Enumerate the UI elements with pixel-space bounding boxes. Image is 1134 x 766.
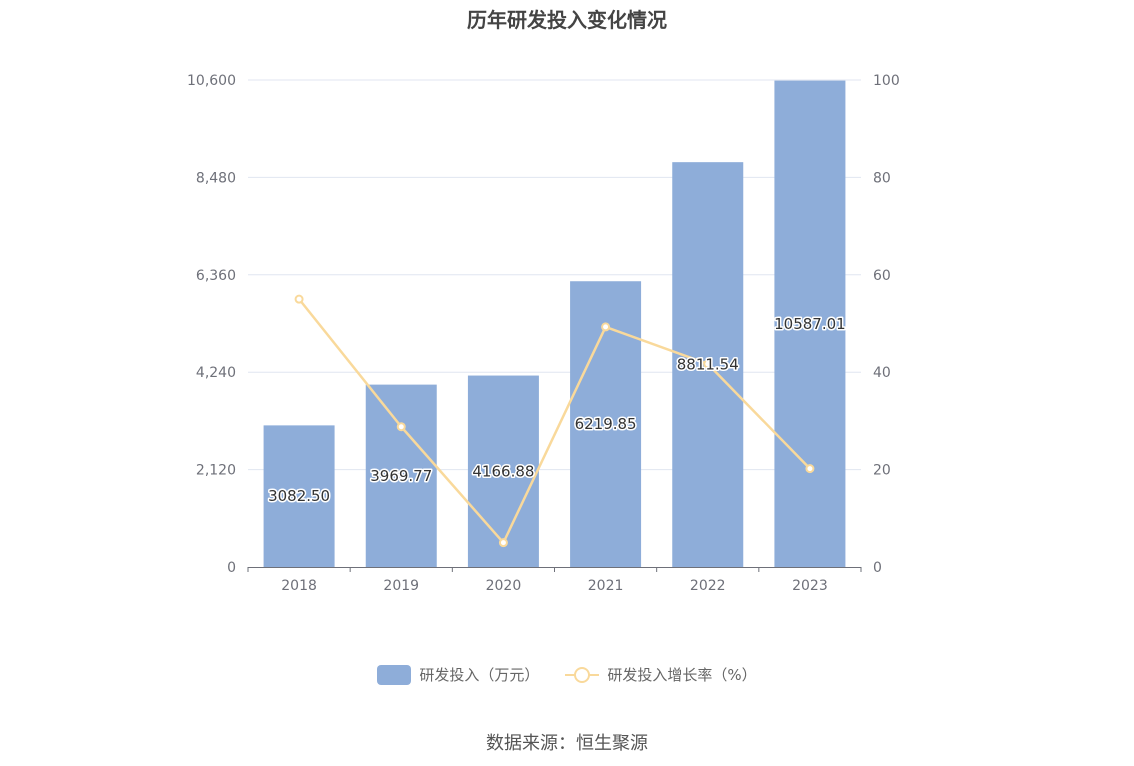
y-right-tick-label: 20	[873, 463, 891, 479]
line-point	[805, 464, 815, 474]
y-right-tick-label: 80	[873, 170, 891, 186]
bar-value-label: 8811.54	[677, 356, 739, 374]
x-tick-label: 2021	[588, 578, 624, 594]
x-tick-label: 2022	[690, 578, 726, 594]
bar-value-label: 3969.77	[370, 467, 432, 485]
bar	[365, 384, 437, 567]
bar-value-label: 4166.88	[472, 462, 534, 480]
line-series	[294, 294, 815, 548]
bar-value-label: 3082.50	[268, 487, 330, 505]
bar	[467, 375, 539, 567]
source-note: 数据来源：恒生聚源	[486, 733, 648, 754]
bar	[774, 80, 846, 567]
y-left-tick-label: 0	[227, 560, 236, 576]
y-right-tick-label: 40	[873, 365, 891, 381]
y-left-tick-label: 6,360	[196, 268, 236, 284]
chart-title: 历年研发投入变化情况	[467, 8, 667, 32]
x-tick-label: 2018	[281, 578, 317, 594]
y-left-tick-label: 8,480	[196, 170, 236, 186]
legend-item-rd-investment[interactable]: 研发投入（万元）	[377, 664, 539, 685]
y-left-tick-label: 2,120	[196, 463, 236, 479]
x-tick-label: 2020	[486, 578, 522, 594]
bar-value-label: 10587.01	[774, 315, 846, 333]
bar-series	[263, 80, 846, 568]
line-point	[294, 294, 304, 304]
y-right-tick-label: 100	[873, 73, 900, 89]
legend: 研发投入（万元） 研发投入增长率（%）	[0, 664, 1134, 685]
x-tick-label: 2019	[383, 578, 419, 594]
data-labels: 3082.50 3969.77 4166.88 6219.85 8811.54 10587…	[267, 313, 848, 506]
line-point	[498, 538, 508, 548]
y-right-tick-label: 60	[873, 268, 891, 284]
line-point	[396, 422, 406, 432]
legend-line-swatch	[565, 665, 600, 685]
grid-lines	[248, 79, 861, 471]
y-left-tick-label: 4,240	[196, 365, 236, 381]
bar	[263, 425, 335, 567]
line-point	[601, 322, 611, 332]
legend-label-growth-rate: 研发投入增长率（%）	[607, 666, 757, 684]
bar-value-label: 6219.85	[575, 415, 637, 433]
legend-label-rd-investment: 研发投入（万元）	[419, 666, 540, 684]
legend-item-growth-rate[interactable]: 研发投入增长率（%）	[565, 664, 757, 685]
y-left-tick-label: 10,600	[187, 73, 236, 89]
growth-rate-line	[298, 298, 811, 544]
legend-bar-swatch	[377, 664, 412, 685]
line-point	[703, 359, 713, 369]
y-right-tick-label: 0	[873, 560, 882, 576]
x-tick-label: 2023	[792, 578, 828, 594]
axes: 0 2,120 4,240 6,360 8,480 10,600 0 20 40 60 80 100 2…	[187, 73, 900, 594]
